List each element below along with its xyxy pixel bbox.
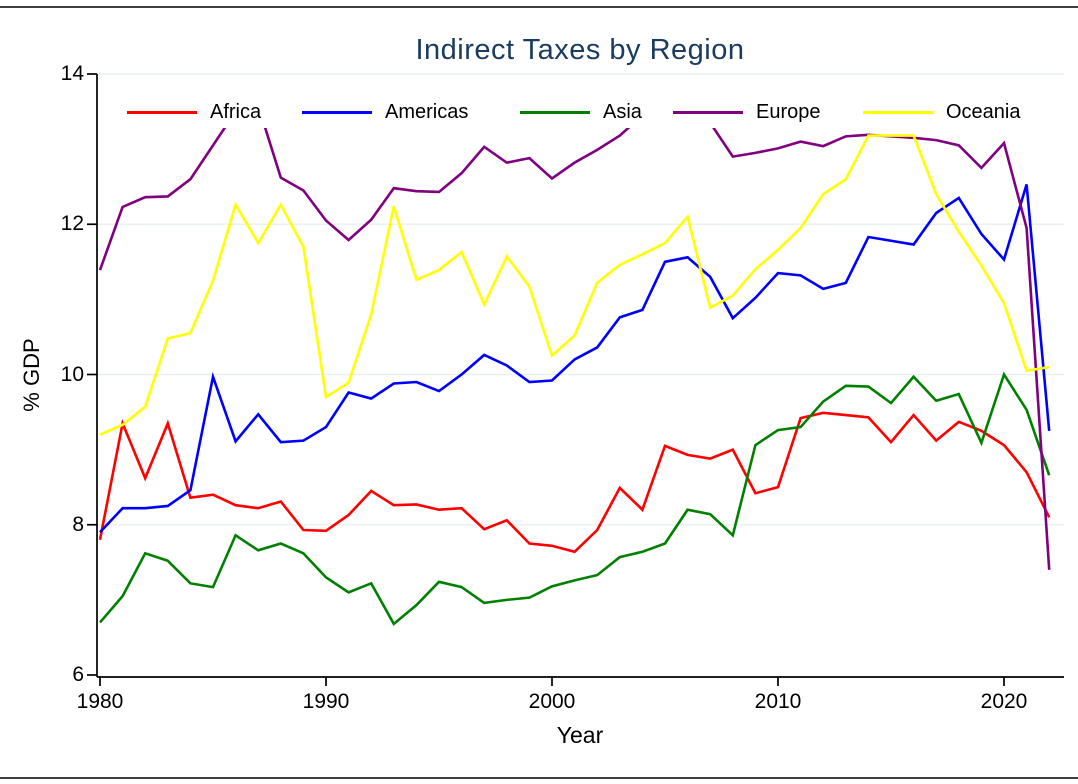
legend-item-europe: Europe <box>673 97 821 128</box>
legend-item-asia: Asia <box>520 97 642 128</box>
series-line-asia <box>99 371 1051 626</box>
x-tick-label-1990: 1990 <box>302 690 350 713</box>
y-tick-label-12: 12 <box>60 212 84 236</box>
x-tick-label-2000: 2000 <box>528 690 576 713</box>
x-tick-label-2020: 2020 <box>980 690 1028 713</box>
asia-line-swatch-icon <box>520 111 590 114</box>
oceania-line-swatch-icon <box>863 111 933 114</box>
africa-line-swatch-icon <box>127 111 197 114</box>
americas-line-swatch-icon <box>302 111 372 114</box>
legend-item-oceania: Oceania <box>863 97 1021 128</box>
europe-line-swatch-icon <box>673 111 743 114</box>
legend-label-africa: Africa <box>210 101 262 123</box>
y-tick-label-10: 10 <box>60 362 84 386</box>
series-line-europe <box>98 103 1051 570</box>
series-line-americas <box>99 184 1051 534</box>
legend: Africa Americas Asia Europe Oceania <box>118 97 1052 128</box>
legend-item-africa: Africa <box>127 97 261 128</box>
x-tick-label-2010: 2010 <box>754 690 802 713</box>
legend-label-asia: Asia <box>603 101 642 123</box>
figure-border-top <box>0 6 1078 8</box>
x-tick-label-1980: 1980 <box>76 690 124 713</box>
y-tick-label-8: 8 <box>72 512 84 536</box>
y-tick-label-6: 6 <box>72 663 84 686</box>
series-line-oceania <box>99 134 1050 436</box>
legend-label-oceania: Oceania <box>946 101 1021 123</box>
figure-border-bottom <box>0 777 1078 779</box>
legend-item-americas: Americas <box>302 97 468 128</box>
series-line-africa <box>98 411 1051 554</box>
x-axis-title: Year <box>556 722 604 748</box>
y-tick-label-14: 14 <box>60 62 84 85</box>
legend-label-americas: Americas <box>385 101 469 123</box>
legend-label-europe: Europe <box>756 101 821 123</box>
chart-title: Indirect Taxes by Region <box>415 34 745 66</box>
